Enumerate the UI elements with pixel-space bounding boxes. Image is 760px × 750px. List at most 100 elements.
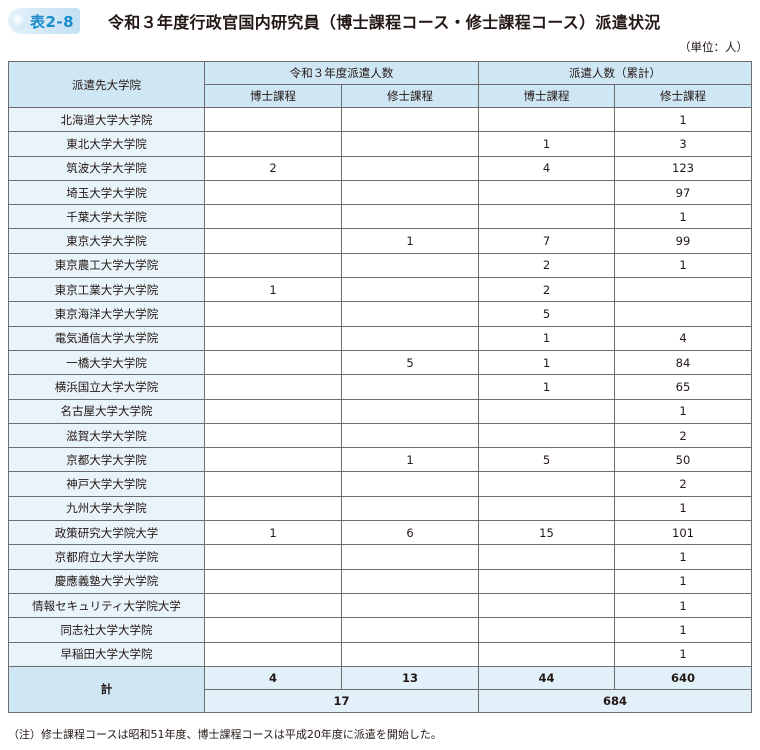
university-name-cell: 東京海洋大学大学院 <box>8 301 205 327</box>
cumulative-master-cell: 1 <box>614 398 752 424</box>
current-doctor-cell <box>204 568 342 594</box>
current-doctor-cell: 2 <box>204 155 342 181</box>
table-row: 情報セキュリティ大学院大学 1 <box>8 592 752 619</box>
cumulative-doctor-cell: 1 <box>478 349 615 376</box>
cumulative-doctor-cell: 1 <box>478 325 615 351</box>
table-row: 京都大学大学院 1 5 50 <box>8 447 752 473</box>
university-name-cell: 一橋大学大学院 <box>8 349 205 376</box>
current-master-cell <box>341 179 479 206</box>
unit-label: （単位：人） <box>679 40 748 54</box>
total-label: 計 <box>8 665 205 713</box>
university-name-cell: 京都大学大学院 <box>8 447 205 473</box>
table-row: 横浜国立大学大学院 1 65 <box>8 374 752 400</box>
table-row: 東京農工大学大学院 2 1 <box>8 252 752 279</box>
current-master-cell <box>341 495 479 522</box>
cumulative-doctor-cell <box>478 106 615 133</box>
cumulative-doctor-cell: 5 <box>478 301 615 327</box>
header-current-master: 修士課程 <box>341 84 479 108</box>
table-row: 筑波大学大学院 2 4 123 <box>8 155 752 181</box>
cumulative-master-cell: 1 <box>614 204 752 230</box>
cumulative-doctor-cell: 7 <box>478 228 615 254</box>
university-name-cell: 神戸大学大学院 <box>8 471 205 497</box>
current-doctor-cell <box>204 422 342 449</box>
current-doctor-cell: 1 <box>204 277 342 303</box>
university-name-cell: 慶應義塾大学大学院 <box>8 568 205 594</box>
current-master-cell: 1 <box>341 447 479 473</box>
total-current-doctor: 4 <box>204 665 342 690</box>
table-row: 早稲田大学大学院 1 <box>8 641 752 667</box>
cumulative-master-cell: 50 <box>614 447 752 473</box>
cumulative-master-cell: 1 <box>614 617 752 643</box>
cumulative-doctor-cell <box>478 641 615 667</box>
total-cumulative-doctor: 44 <box>478 665 615 690</box>
university-name-cell: 名古屋大学大学院 <box>8 398 205 424</box>
cumulative-master-cell: 1 <box>614 106 752 133</box>
current-master-cell <box>341 617 479 643</box>
current-doctor-cell <box>204 471 342 497</box>
table-row: 北海道大学大学院 1 <box>8 106 752 133</box>
current-master-cell <box>341 641 479 667</box>
table-row: 名古屋大学大学院 1 <box>8 398 752 424</box>
university-name-cell: 情報セキュリティ大学院大学 <box>8 592 205 619</box>
total-cumulative-master: 640 <box>614 665 752 690</box>
current-master-cell <box>341 252 479 279</box>
current-master-cell <box>341 471 479 497</box>
cumulative-doctor-cell: 15 <box>478 520 615 546</box>
table-body: 北海道大学大学院 1 東北大学大学院 1 3 筑波大学大学院 2 4 123 埼玉大学大学院 97 千… <box>8 106 752 667</box>
cumulative-doctor-cell <box>478 204 615 230</box>
dispatch-table: 派遣先大学院 令和３年度派遣人数 派遣人数（累計） 博士課程 修士課程 博士課程… <box>8 61 752 713</box>
table-row: 神戸大学大学院 2 <box>8 471 752 497</box>
current-doctor-cell <box>204 179 342 206</box>
total-current-master: 13 <box>341 665 479 690</box>
university-name-cell: 滋賀大学大学院 <box>8 422 205 449</box>
current-master-cell <box>341 204 479 230</box>
current-master-cell <box>341 325 479 351</box>
current-doctor-cell <box>204 447 342 473</box>
current-doctor-cell <box>204 641 342 667</box>
table-row: 電気通信大学大学院 1 4 <box>8 325 752 351</box>
cumulative-master-cell: 1 <box>614 495 752 522</box>
cumulative-master-cell: 101 <box>614 520 752 546</box>
table-row: 東北大学大学院 1 3 <box>8 131 752 157</box>
current-master-cell <box>341 544 479 570</box>
header-current-doctor: 博士課程 <box>204 84 342 108</box>
cumulative-master-cell: 1 <box>614 592 752 619</box>
current-doctor-cell <box>204 325 342 351</box>
current-doctor-cell <box>204 592 342 619</box>
current-master-cell <box>341 301 479 327</box>
badge-dot-icon <box>11 13 27 29</box>
cumulative-master-cell: 2 <box>614 422 752 449</box>
university-name-cell: 同志社大学大学院 <box>8 617 205 643</box>
table-row: 九州大学大学院 1 <box>8 495 752 522</box>
university-name-cell: 横浜国立大学大学院 <box>8 374 205 400</box>
cumulative-doctor-cell <box>478 568 615 594</box>
cumulative-master-cell: 123 <box>614 155 752 181</box>
cumulative-master-cell: 2 <box>614 471 752 497</box>
cumulative-doctor-cell <box>478 617 615 643</box>
university-name-cell: 千葉大学大学院 <box>8 204 205 230</box>
current-master-cell <box>341 398 479 424</box>
table-title: 表2-8 令和３年度行政官国内研究員（博士課程コース・修士課程コース）派遣状況 <box>8 8 661 34</box>
cumulative-master-cell: 97 <box>614 179 752 206</box>
university-name-cell: 筑波大学大学院 <box>8 155 205 181</box>
cumulative-doctor-cell: 4 <box>478 155 615 181</box>
table-row: 東京海洋大学大学院 5 <box>8 301 752 327</box>
current-doctor-cell <box>204 617 342 643</box>
current-master-cell <box>341 374 479 400</box>
table-row: 一橋大学大学院 5 1 84 <box>8 349 752 376</box>
table-row: 同志社大学大学院 1 <box>8 617 752 643</box>
current-doctor-cell <box>204 228 342 254</box>
university-name-cell: 埼玉大学大学院 <box>8 179 205 206</box>
current-master-cell <box>341 592 479 619</box>
cumulative-doctor-cell <box>478 495 615 522</box>
cumulative-master-cell: 1 <box>614 641 752 667</box>
total-cumulative-all: 684 <box>478 688 752 713</box>
table-row: 滋賀大学大学院 2 <box>8 422 752 449</box>
current-doctor-cell <box>204 495 342 522</box>
current-doctor-cell <box>204 252 342 279</box>
current-master-cell <box>341 131 479 157</box>
university-name-cell: 政策研究大学院大学 <box>8 520 205 546</box>
table-row: 京都府立大学大学院 1 <box>8 544 752 570</box>
cumulative-doctor-cell <box>478 179 615 206</box>
table-row: 慶應義塾大学大学院 1 <box>8 568 752 594</box>
